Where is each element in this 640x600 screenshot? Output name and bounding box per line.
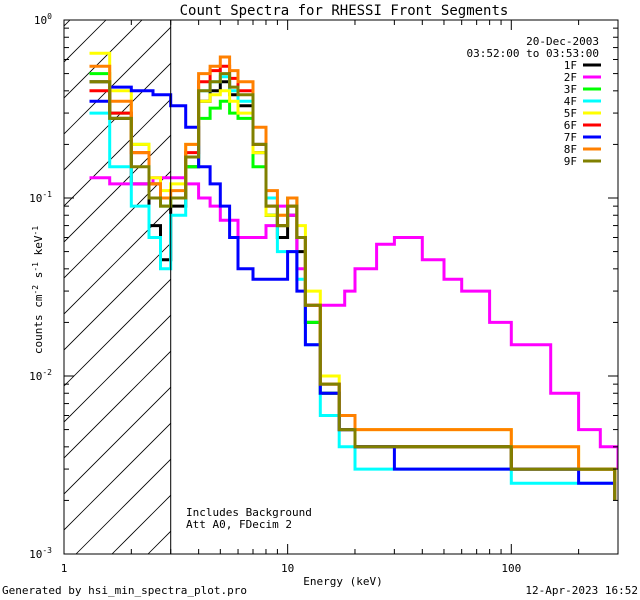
- y-axis-label-exp: -1: [31, 226, 40, 236]
- legend-label-7F: 7F: [564, 131, 577, 144]
- hatch-line: [64, 422, 171, 531]
- chart-title: Count Spectra for RHESSI Front Segments: [180, 3, 509, 19]
- legend-label-5F: 5F: [564, 107, 577, 120]
- x-tick-labels: 1 10 100: [61, 562, 522, 575]
- y-axis-label-exp: -1: [31, 262, 40, 272]
- y-tick-label: 10-1: [29, 190, 52, 205]
- series-group: [89, 51, 618, 501]
- hatch-line: [75, 458, 171, 554]
- y-tick-label: 100: [34, 12, 52, 27]
- axis-ticks: [63, 19, 619, 555]
- y-tick-labels: 100 10-1 10-2 10-3: [29, 12, 52, 561]
- legend-label-2F: 2F: [564, 71, 577, 84]
- legend-label-9F: 9F: [564, 155, 577, 168]
- x-axis-label: Energy (keV): [303, 575, 382, 588]
- x-tick-label: 1: [61, 562, 68, 575]
- y-tick-label: 10-2: [29, 368, 52, 383]
- hatch-line: [64, 26, 171, 135]
- legend-label-6F: 6F: [564, 119, 577, 132]
- y-axis-label-part: counts cm: [32, 294, 45, 354]
- legend-label-4F: 4F: [564, 95, 577, 108]
- hatch-line: [64, 206, 171, 315]
- observation-date: 20-Dec-2003: [526, 35, 599, 48]
- x-tick-label: 10: [281, 562, 294, 575]
- hatched-region: [64, 20, 171, 554]
- footer-generated-by: Generated by hsi_min_spectra_plot.pro: [2, 584, 247, 597]
- hatch-line: [64, 242, 171, 351]
- annotation-attenuator: Att A0, FDecim 2: [186, 518, 292, 531]
- legend-label-1F: 1F: [564, 59, 577, 72]
- y-axis-label: counts cm-2 s-1 keV-1: [31, 226, 45, 354]
- legend-label-8F: 8F: [564, 143, 577, 156]
- series-line-9F: [89, 72, 617, 501]
- y-axis-label-part: keV: [32, 235, 45, 262]
- hatch-line: [64, 98, 171, 207]
- observation-time-range: 03:52:00 to 03:53:00: [467, 47, 599, 60]
- hatch-line: [64, 278, 171, 387]
- hatch-line: [64, 386, 171, 495]
- hatch-line: [64, 62, 171, 171]
- plot-frame: [63, 19, 619, 555]
- y-axis-label-exp: -2: [31, 285, 40, 295]
- x-tick-label: 100: [501, 562, 521, 575]
- footer-timestamp: 12-Apr-2023 16:52: [525, 584, 638, 597]
- y-axis-label-part: s: [32, 272, 45, 285]
- y-tick-label: 10-3: [29, 546, 52, 561]
- annotation-background: Includes Background: [186, 506, 312, 519]
- legend-label-3F: 3F: [564, 83, 577, 96]
